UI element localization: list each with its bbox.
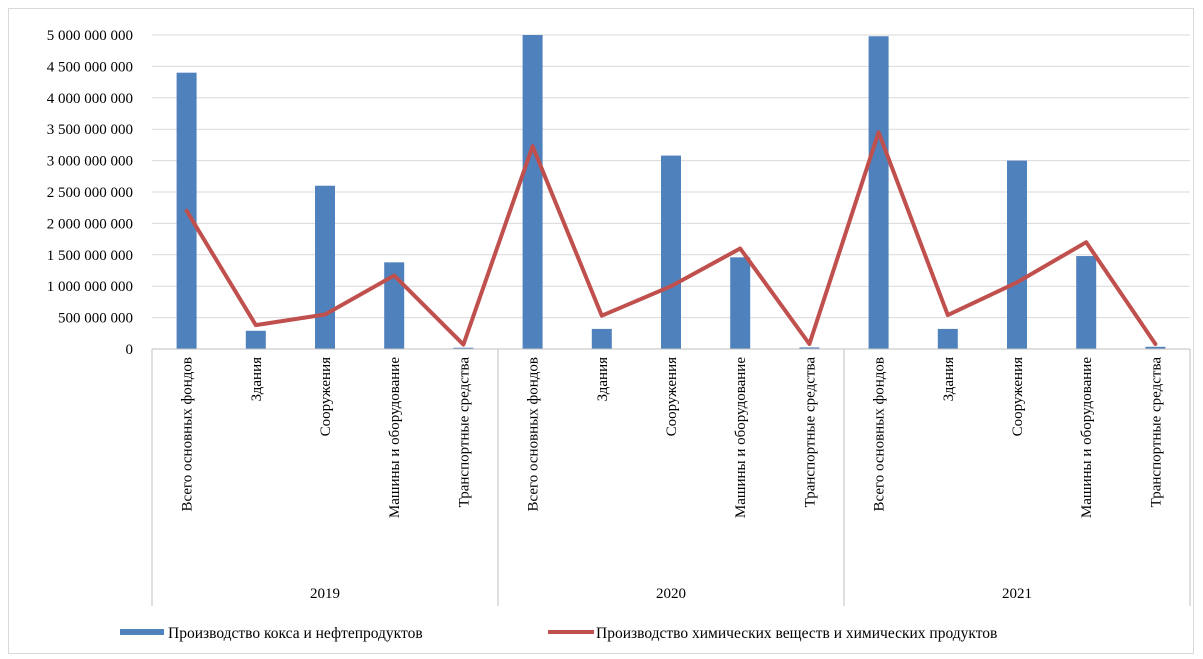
group-label: 2020	[656, 586, 686, 602]
y-tick-label: 4 500 000 000	[47, 59, 133, 75]
legend-line-label: Производство химических веществ и химиче…	[596, 625, 997, 642]
y-tick-label: 500 000 000	[58, 311, 133, 327]
bar	[1145, 346, 1166, 349]
y-tick-label: 3 500 000 000	[47, 122, 133, 138]
category-label: Сооружения	[1010, 357, 1026, 436]
legend: Производство кокса и нефтепродуктов Прои…	[120, 625, 997, 642]
bar	[245, 330, 266, 349]
category-label: Транспортные средства	[456, 357, 472, 508]
category-label: Машины и оборудование	[733, 357, 749, 518]
category-label: Здания	[941, 357, 957, 401]
bar	[384, 262, 405, 349]
bar	[799, 347, 820, 349]
category-label: Здания	[595, 357, 611, 401]
bar	[453, 347, 474, 349]
y-tick-label: 1 000 000 000	[47, 279, 133, 295]
y-axis: 0 500 000 000 1 000 000 000 1 500 000 000 2 …	[47, 28, 133, 358]
line-series	[184, 130, 1158, 347]
x-axis: Всего основных фондов Здания Сооружения Маш…	[151, 348, 1191, 606]
bar	[937, 328, 958, 349]
group-label: 2021	[1002, 586, 1032, 602]
category-label: Здания	[249, 357, 265, 401]
category-label: Машины и оборудование	[1079, 357, 1095, 518]
legend-bar-label: Производство кокса и нефтепродуктов	[168, 625, 423, 642]
bar	[868, 36, 889, 349]
y-tick-label: 4 000 000 000	[47, 91, 133, 107]
bar	[315, 185, 335, 349]
bar	[522, 35, 543, 349]
bar	[1007, 160, 1027, 349]
category-label: Всего основных фондов	[180, 357, 196, 512]
y-tick-label: 3 000 000 000	[47, 154, 133, 170]
bar	[591, 328, 612, 349]
bar	[730, 257, 751, 349]
bar	[1076, 256, 1097, 349]
y-tick-label: 1 500 000 000	[47, 248, 133, 264]
group-label: 2019	[310, 586, 340, 602]
category-label: Сооружения	[318, 357, 334, 436]
y-tick-label: 2 500 000 000	[47, 185, 133, 201]
y-tick-label: 0	[126, 342, 134, 358]
y-tick-label: 5 000 000 000	[47, 28, 133, 44]
legend-bar-swatch	[120, 629, 164, 635]
category-label: Транспортные средства	[1148, 357, 1164, 508]
bar	[661, 155, 681, 349]
category-label: Транспортные средства	[802, 357, 818, 508]
chart-frame	[8, 8, 1194, 654]
series-line	[184, 130, 1158, 347]
category-label: Сооружения	[664, 357, 680, 436]
bar-series	[176, 35, 1166, 350]
category-label: Всего основных фондов	[872, 357, 888, 512]
y-tick-label: 2 000 000 000	[47, 216, 133, 232]
category-label: Машины и оборудование	[387, 357, 403, 518]
category-label: Всего основных фондов	[526, 357, 542, 512]
